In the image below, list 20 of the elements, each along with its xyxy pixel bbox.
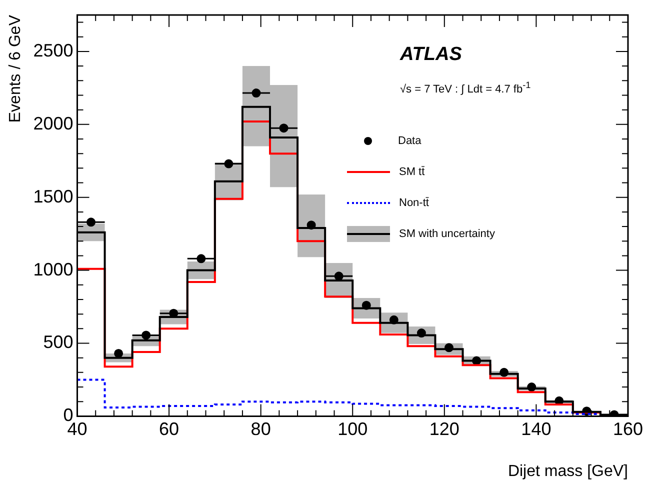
- y-tick-label: 1500: [33, 186, 74, 206]
- point: [114, 348, 124, 358]
- x-tick-label: 80: [250, 418, 271, 439]
- x-tick-label: 100: [338, 418, 368, 439]
- x-tick-label: 120: [429, 418, 460, 439]
- y-tick-label: 2500: [33, 40, 74, 60]
- legend-label: Data: [398, 134, 422, 146]
- y-axis-title: Events / 6 GeV: [7, 14, 24, 123]
- legend-label: SM tt̄: [399, 166, 425, 178]
- x-axis-title: Dijet mass [GeV]: [508, 462, 628, 480]
- y-tick-label: 500: [43, 332, 74, 352]
- legend-label: Non-tt̄: [399, 196, 429, 208]
- annotation: ATLAS: [400, 44, 463, 66]
- y-tick-label: 1000: [33, 259, 74, 280]
- annotation: √s = 7 TeV : ∫ Ldt = 4.7 fb$^{-1}$: [400, 80, 531, 96]
- x-tick-label: 60: [159, 418, 180, 439]
- legend-label: SM with uncertainty: [399, 228, 495, 240]
- x-tick-label: 140: [521, 418, 552, 439]
- y-tick-label: 2000: [33, 113, 74, 134]
- x-tick-label: 160: [612, 418, 644, 439]
